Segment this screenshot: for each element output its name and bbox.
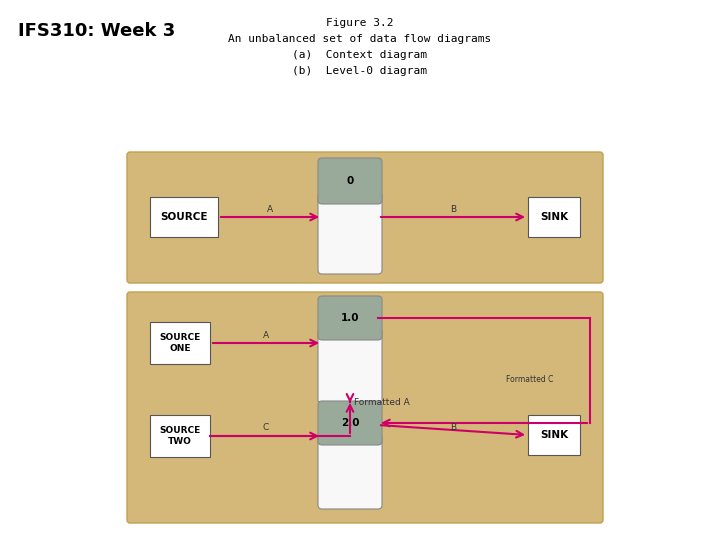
Text: 0: 0: [346, 176, 354, 186]
Text: Formatted C: Formatted C: [506, 375, 554, 384]
Bar: [323, 328, 377, 338]
Text: SOURCE
TWO: SOURCE TWO: [159, 426, 201, 445]
Bar: [323, 332, 377, 342]
Bar: [323, 192, 377, 202]
Bar: [323, 433, 377, 443]
Bar: [323, 196, 377, 206]
FancyBboxPatch shape: [318, 158, 382, 204]
FancyBboxPatch shape: [318, 192, 382, 274]
Text: Formatted A: Formatted A: [354, 398, 410, 407]
Text: Figure 3.2: Figure 3.2: [326, 18, 394, 28]
Text: A: A: [267, 205, 273, 213]
Text: B: B: [450, 205, 456, 213]
Bar: [528, 197, 580, 237]
FancyBboxPatch shape: [127, 152, 603, 283]
Text: 1.0: 1.0: [341, 313, 359, 323]
Bar: [150, 197, 218, 237]
FancyBboxPatch shape: [318, 401, 382, 445]
Text: SOURCE
ONE: SOURCE ONE: [159, 333, 201, 353]
FancyBboxPatch shape: [318, 328, 382, 404]
Text: (b)  Level-0 diagram: (b) Level-0 diagram: [292, 66, 428, 76]
Text: An unbalanced set of data flow diagrams: An unbalanced set of data flow diagrams: [228, 34, 492, 44]
Bar: [150, 415, 210, 457]
Bar: [150, 322, 210, 364]
Text: (a)  Context diagram: (a) Context diagram: [292, 50, 428, 60]
Text: B: B: [450, 423, 456, 433]
Text: IFS310: Week 3: IFS310: Week 3: [18, 22, 175, 40]
Text: 2.0: 2.0: [341, 418, 359, 428]
Text: SOURCE: SOURCE: [161, 212, 208, 222]
Bar: [528, 415, 580, 455]
FancyBboxPatch shape: [318, 296, 382, 340]
Text: SINK: SINK: [540, 212, 568, 222]
FancyBboxPatch shape: [318, 433, 382, 509]
Bar: [323, 437, 377, 447]
Text: A: A: [263, 330, 269, 340]
FancyBboxPatch shape: [127, 292, 603, 523]
Text: SINK: SINK: [540, 430, 568, 440]
Text: C: C: [263, 423, 269, 433]
